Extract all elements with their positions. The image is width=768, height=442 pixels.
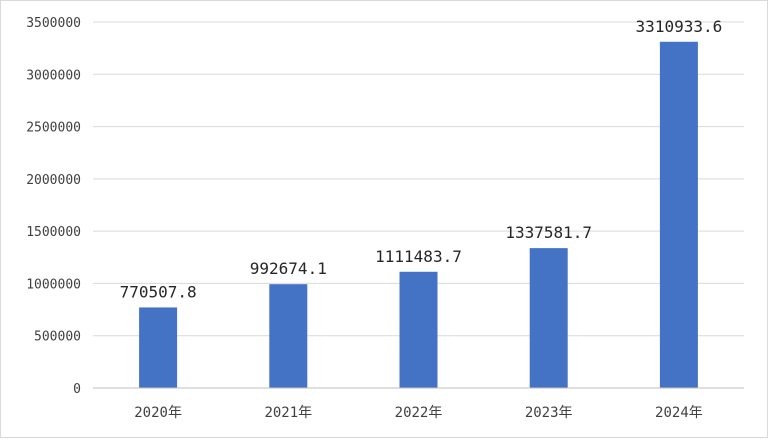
y-tick-label: 3000000 xyxy=(26,68,81,83)
data-label: 3310933.6 xyxy=(636,17,723,36)
x-tick-label: 2021年 xyxy=(264,405,312,421)
x-tick-label: 2020年 xyxy=(134,405,182,421)
data-label: 992674.1 xyxy=(250,259,327,278)
bar xyxy=(399,271,438,388)
y-tick-label: 0 xyxy=(73,382,81,397)
x-tick-label: 2024年 xyxy=(655,405,703,421)
y-tick-label: 2000000 xyxy=(26,173,81,188)
data-label: 1111483.7 xyxy=(375,247,462,266)
y-tick-label: 2500000 xyxy=(26,121,81,136)
y-tick-label: 3500000 xyxy=(26,16,81,31)
x-tick-label: 2023年 xyxy=(525,405,573,421)
y-tick-label: 1500000 xyxy=(26,225,81,240)
y-axis: 0 500000 1000000 1500000 2000000 2500000 30000… xyxy=(26,16,81,397)
y-tick-label: 1000000 xyxy=(26,277,81,292)
bar xyxy=(529,248,568,388)
data-labels: 770507.8 992674.1 1111483.7 1337581.7 331093… xyxy=(120,17,723,302)
bar xyxy=(269,284,308,388)
bars xyxy=(139,41,698,389)
gridlines xyxy=(93,21,744,337)
x-axis: 2020年 2021年 2022年 2023年 2024年 xyxy=(93,387,744,421)
bar xyxy=(139,307,178,388)
data-label: 1337581.7 xyxy=(505,223,592,242)
x-tick-label: 2022年 xyxy=(395,405,443,421)
bar xyxy=(659,41,698,389)
data-label: 770507.8 xyxy=(120,282,197,301)
y-tick-label: 500000 xyxy=(34,330,81,345)
